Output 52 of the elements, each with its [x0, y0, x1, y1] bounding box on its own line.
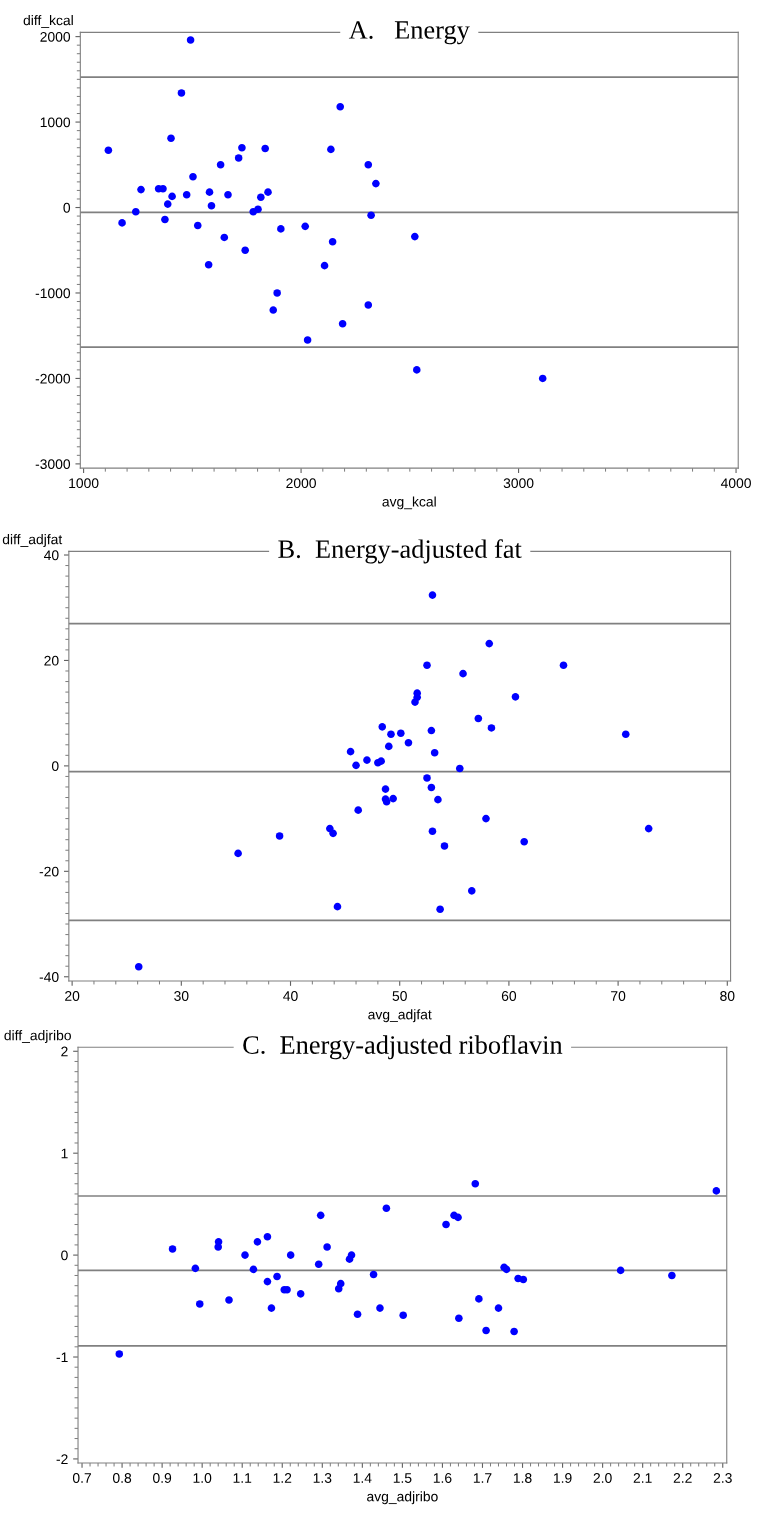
chart-title: A. Energy [348, 21, 470, 45]
x-tick-label: 1.1 [233, 1473, 252, 1483]
y-tick-label: 0 [61, 1250, 68, 1261]
x-tick-label: 50 [392, 991, 407, 1001]
x-tick-label: 3000 [503, 478, 534, 489]
x-tick-label: 2.0 [593, 1473, 612, 1483]
x-tick-label: 2.2 [673, 1473, 692, 1483]
y-tick-label: -2000 [35, 373, 71, 384]
x-tick-label: 0.8 [112, 1473, 132, 1483]
y-tick-label: -2 [56, 1454, 68, 1464]
x-tick-label: 1.9 [553, 1473, 572, 1483]
y-tick-label: 2000 [40, 31, 71, 42]
chart-title: C. Energy-adjusted riboflavin [243, 1035, 563, 1060]
y-tick-label: -40 [39, 972, 59, 982]
y-tick-label: -3000 [35, 459, 71, 470]
x-axis-title: avg_kcal [382, 496, 436, 510]
y-tick-label: 2 [61, 1046, 68, 1057]
x-tick-label: 40 [283, 991, 298, 1001]
y-axis-title: diff_adjfat [2, 534, 63, 548]
y-tick-label: 20 [44, 655, 59, 666]
y-tick-label: 0 [51, 761, 59, 772]
x-tick-label: 1.6 [433, 1473, 452, 1483]
chart-title: B. Energy-adjusted fat [278, 539, 522, 564]
y-tick-label: 1 [61, 1148, 68, 1159]
x-tick-label: 0.9 [153, 1473, 172, 1483]
x-tick-label: 1000 [69, 478, 99, 489]
x-tick-label: 0.7 [72, 1473, 91, 1483]
y-axis-title: diff_adjribo [4, 1030, 71, 1044]
x-tick-label: 2.1 [633, 1473, 652, 1483]
y-tick-label: -1 [56, 1352, 68, 1363]
x-tick-label: 30 [174, 991, 189, 1001]
x-tick-label: 60 [501, 991, 517, 1001]
x-tick-label: 2000 [286, 478, 316, 489]
x-tick-label: 70 [611, 991, 626, 1001]
x-tick-label: 2.3 [713, 1473, 732, 1483]
x-tick-label: 1.5 [393, 1473, 412, 1483]
y-tick-label: -1000 [35, 288, 71, 299]
x-tick-label: 1.8 [513, 1473, 532, 1483]
y-tick-label: 40 [44, 550, 59, 561]
y-axis-title: diff_kcal [23, 15, 73, 28]
x-tick-label: 1.4 [353, 1473, 372, 1483]
x-tick-label: 1.2 [273, 1473, 292, 1483]
x-tick-label: 4000 [720, 478, 751, 489]
x-tick-label: 80 [720, 991, 735, 1001]
x-axis-title: avg_adjribo [367, 1491, 438, 1505]
y-tick-label: 1000 [40, 117, 71, 128]
y-tick-label: 0 [63, 202, 71, 213]
x-tick-label: 1.0 [193, 1473, 212, 1483]
x-tick-label: 1.3 [313, 1473, 332, 1483]
x-axis-title: avg_adjfat [368, 1009, 432, 1023]
y-tick-label: -20 [39, 866, 59, 877]
x-tick-label: 1.7 [473, 1473, 492, 1483]
